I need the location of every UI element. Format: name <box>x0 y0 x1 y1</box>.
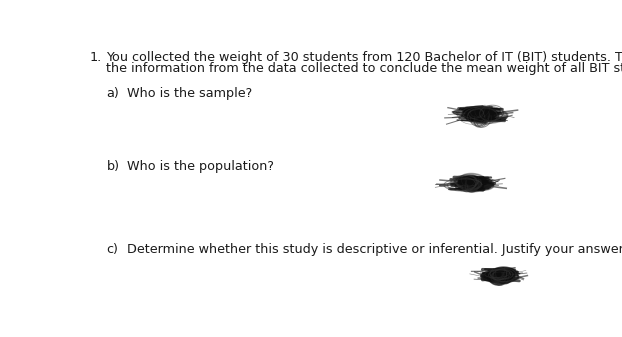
Text: b): b) <box>106 160 119 173</box>
Polygon shape <box>460 178 480 183</box>
Polygon shape <box>466 108 490 121</box>
Polygon shape <box>464 179 481 188</box>
Text: the information from the data collected to conclude the mean weight of all BIT s: the information from the data collected … <box>106 62 622 75</box>
Polygon shape <box>470 111 493 122</box>
Polygon shape <box>452 182 482 188</box>
Polygon shape <box>470 112 496 119</box>
Polygon shape <box>466 179 484 191</box>
Polygon shape <box>453 110 498 118</box>
Polygon shape <box>462 183 482 189</box>
Polygon shape <box>467 111 489 118</box>
Polygon shape <box>488 273 512 281</box>
Polygon shape <box>485 272 515 281</box>
Polygon shape <box>482 270 509 279</box>
Text: Who is the sample?: Who is the sample? <box>126 87 252 100</box>
Polygon shape <box>455 177 494 192</box>
Polygon shape <box>469 113 494 121</box>
Polygon shape <box>483 271 508 282</box>
Polygon shape <box>459 177 494 190</box>
Polygon shape <box>455 182 493 187</box>
Text: Determine whether this study is descriptive or inferential. Justify your answer.: Determine whether this study is descript… <box>126 243 622 256</box>
Polygon shape <box>466 111 492 122</box>
Polygon shape <box>468 108 485 118</box>
Polygon shape <box>489 272 507 285</box>
Polygon shape <box>459 176 482 187</box>
Polygon shape <box>465 108 500 120</box>
Polygon shape <box>481 274 513 281</box>
Text: a): a) <box>106 87 119 100</box>
Polygon shape <box>463 106 493 121</box>
Polygon shape <box>496 268 516 277</box>
Polygon shape <box>481 271 509 278</box>
Polygon shape <box>496 268 513 280</box>
Polygon shape <box>493 267 516 278</box>
Text: Who is the population?: Who is the population? <box>126 160 274 173</box>
Polygon shape <box>459 174 486 188</box>
Polygon shape <box>458 180 478 186</box>
Polygon shape <box>462 108 499 121</box>
Text: 1.: 1. <box>90 51 101 64</box>
Polygon shape <box>496 271 512 284</box>
Polygon shape <box>462 175 480 190</box>
Text: You collected the weight of 30 students from 120 Bachelor of IT (BIT) students. : You collected the weight of 30 students … <box>106 51 622 64</box>
Polygon shape <box>488 272 519 283</box>
Text: c): c) <box>106 243 118 256</box>
Polygon shape <box>465 109 508 124</box>
